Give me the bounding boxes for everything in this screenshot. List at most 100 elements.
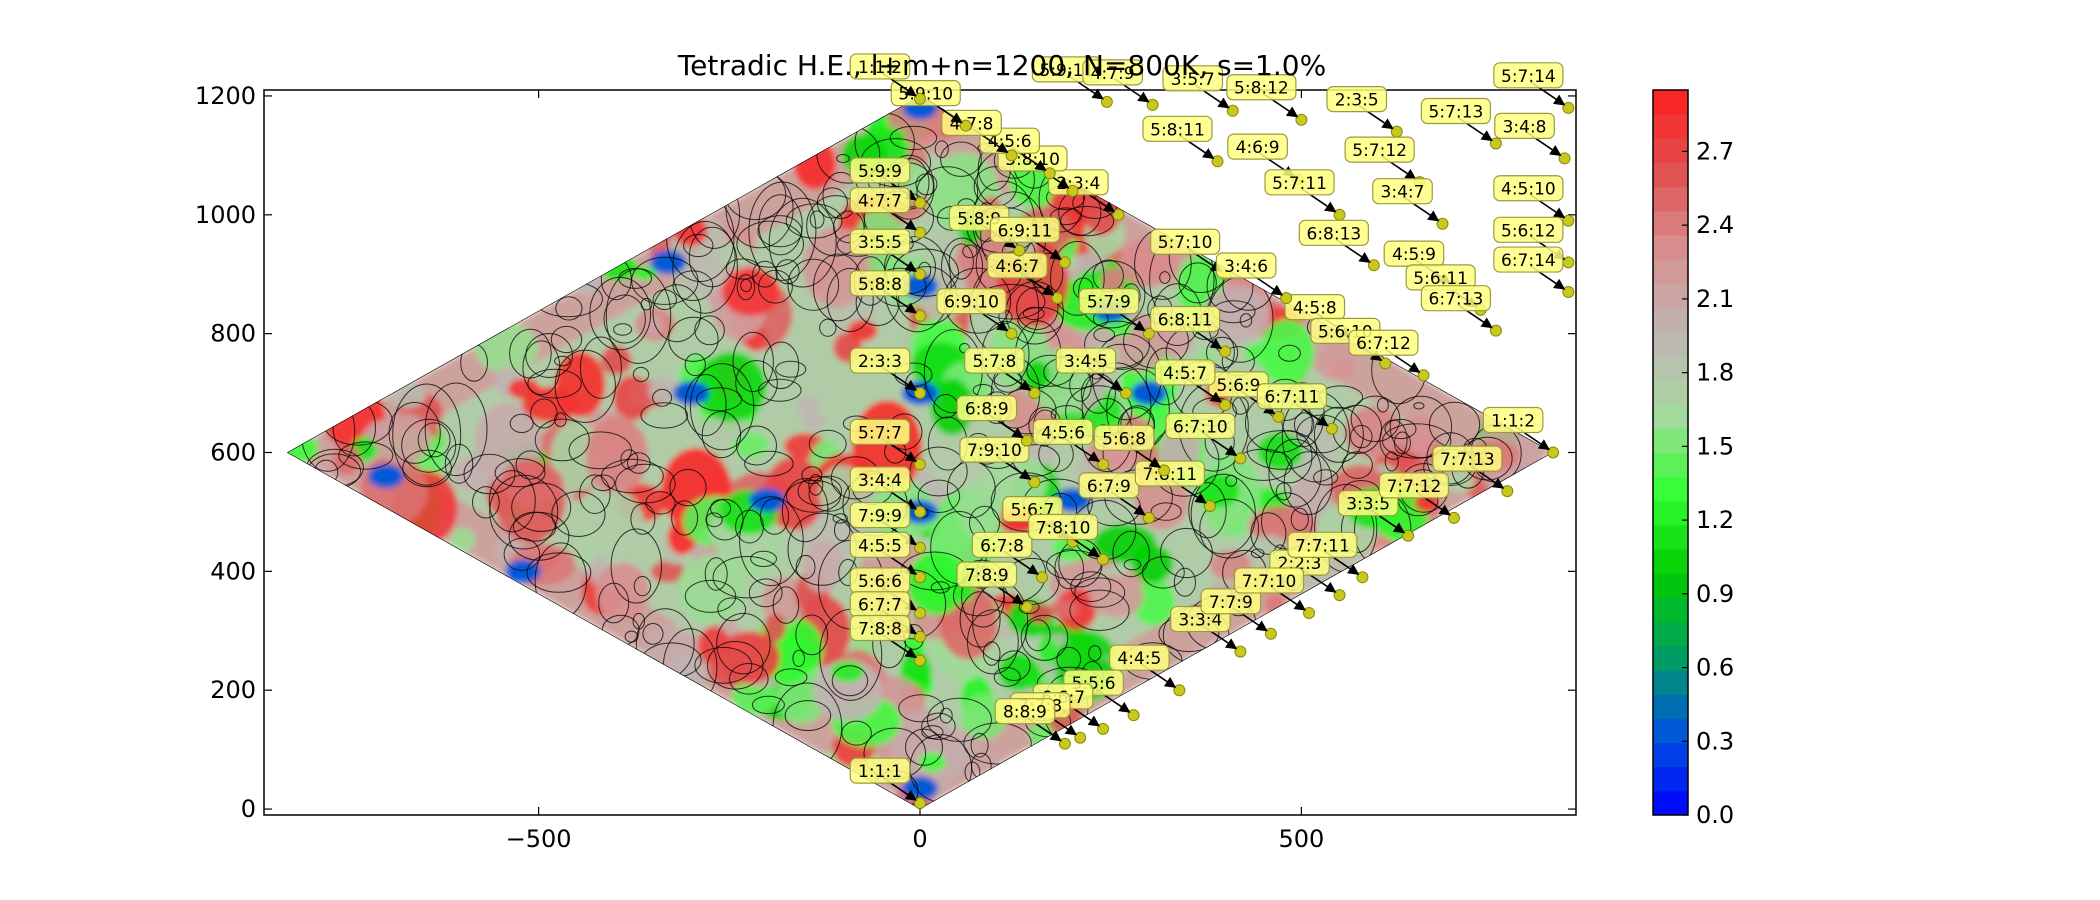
field-blob [286, 433, 319, 463]
contour-line [598, 582, 630, 624]
annotation-point [1219, 345, 1232, 358]
annotation-label: 5:6:12 [1501, 221, 1556, 241]
annotation-label: 6:8:9 [965, 400, 1009, 420]
annotation-point [914, 505, 926, 518]
annotation-box [956, 395, 1018, 422]
annotation-box [849, 228, 911, 255]
annotation-label: 7:8:11 [1143, 465, 1198, 485]
colorbar-tick-label: 2.1 [1696, 285, 1734, 313]
annotation: 6:8:13 [1298, 219, 1380, 272]
annotation-point [1333, 589, 1346, 602]
contour-line [705, 512, 723, 528]
annotation-point [1005, 149, 1018, 162]
annotation-box [1378, 472, 1450, 499]
annotation-point [1367, 259, 1380, 272]
annotation-point [1020, 601, 1033, 614]
x-tick-label: 0 [912, 825, 927, 853]
annotation-label: 6:9:10 [944, 293, 999, 313]
annotation-box [1233, 567, 1305, 594]
annotation-box [994, 698, 1056, 725]
contour-line [826, 267, 874, 333]
contour-line [831, 665, 869, 697]
annotation-label: 7:8:10 [1036, 518, 1091, 538]
contour-line [1084, 320, 1150, 369]
annotation: 6:7:7 [849, 591, 926, 643]
annotation-point [1005, 327, 1018, 340]
field-blob [450, 527, 476, 552]
annotation-label: 2:3:5 [1335, 91, 1379, 111]
contour-line [688, 226, 736, 288]
y-tick-label: 800 [210, 320, 256, 348]
annotation-label: 6:7:14 [1501, 251, 1556, 271]
annotation-box [1150, 228, 1221, 255]
contour-line [921, 712, 956, 740]
annotation-label: 5:8:11 [1150, 120, 1205, 140]
annotation-label: 6:7:11 [1265, 388, 1320, 408]
colorbar-segment [1653, 186, 1688, 212]
x-tick-label: −500 [506, 825, 572, 853]
colorbar-tick-label: 1.2 [1696, 506, 1734, 534]
annotation-box [1078, 288, 1140, 315]
field-blob [586, 490, 645, 564]
colorbar-tick-label: 1.5 [1696, 432, 1734, 460]
contour-line [787, 258, 840, 311]
annotation-point [1127, 709, 1140, 722]
field-low-spot [749, 488, 786, 512]
contour-line [579, 474, 611, 515]
annotation: 6:8:11 [1150, 305, 1232, 358]
contour-line [526, 552, 592, 593]
contour-line [642, 623, 664, 645]
contour-line [525, 333, 573, 378]
annotation-label: 4:7:9 [1091, 64, 1135, 84]
contour-line [797, 476, 843, 507]
annotation-point [1489, 137, 1502, 150]
annotation: 5:8:8 [849, 270, 926, 322]
contour-line [1296, 414, 1347, 454]
annotation: 1:1:2 [849, 53, 926, 105]
annotation-label: 5:8:12 [1234, 79, 1289, 99]
y-tick-label: 200 [210, 676, 256, 704]
contour-line [736, 274, 756, 301]
contour-line [554, 355, 571, 367]
annotation-point [1562, 286, 1575, 299]
contour-line [1239, 313, 1253, 328]
contour-line [1020, 614, 1069, 661]
annotation: 4:5:5 [849, 531, 926, 584]
contour-line [684, 353, 706, 377]
annotation-point [1100, 95, 1113, 108]
annotation: 6:7:14 [1493, 246, 1575, 299]
contour-line [889, 125, 938, 151]
annotation-box [849, 270, 911, 297]
colorbar-segment [1653, 90, 1688, 115]
annotation-box [1264, 169, 1335, 196]
annotation: 7:9:10 [959, 436, 1041, 489]
annotation-label: 2:3:3 [858, 352, 902, 372]
annotation: 3:4:5 [1055, 347, 1132, 400]
annotation-label: 4:5:9 [1392, 245, 1436, 265]
annotation-point [1058, 737, 1071, 750]
annotation: 7:7:11 [1287, 531, 1369, 584]
annotation: 6:7:8 [971, 531, 1049, 584]
colorbar-segment [1653, 766, 1688, 792]
field-low-spot [368, 464, 404, 489]
annotation: 5:6:12 [1493, 216, 1575, 269]
field-blob [800, 412, 827, 429]
annotation-label: 6:7:9 [1087, 477, 1131, 497]
annotation-box [1150, 305, 1221, 333]
annotation-label: 4:5:8 [1293, 299, 1337, 319]
contour-line [1275, 482, 1292, 501]
annotation-label: 5:7:14 [1501, 67, 1556, 87]
field-blob [650, 560, 686, 583]
annotation-point [1097, 458, 1110, 471]
annotation: 8:8:9 [994, 698, 1071, 750]
contour-line [917, 479, 961, 513]
annotation-box [1227, 133, 1288, 160]
contour-line [729, 663, 769, 695]
annotation-point [1142, 327, 1155, 340]
annotation-point [1562, 101, 1575, 114]
field-blob [930, 378, 974, 436]
contour-line [503, 537, 541, 571]
contour-line [630, 503, 656, 535]
contour-line [1313, 406, 1364, 463]
annotation-box [1027, 513, 1099, 541]
